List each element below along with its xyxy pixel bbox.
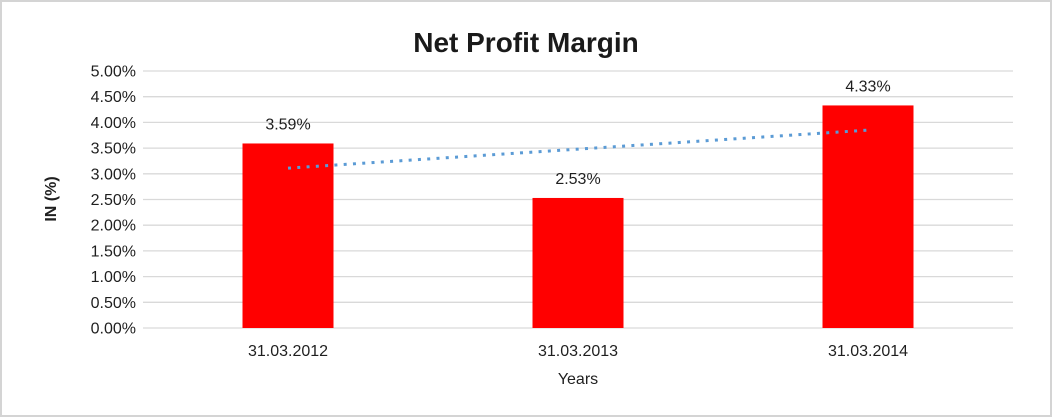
y-tick-label: 0.00%	[91, 321, 136, 338]
chart-bar	[822, 105, 914, 328]
y-tick-label: 3.00%	[91, 166, 136, 183]
x-tick-label: 31.03.2012	[248, 343, 328, 360]
y-tick-label: 1.00%	[91, 269, 136, 286]
bars-group	[242, 105, 914, 328]
data-labels-group: 3.59% 2.53% 4.33%	[265, 78, 890, 188]
chart-bar	[242, 143, 334, 328]
chart-bar	[532, 197, 624, 328]
bar-data-label: 3.59%	[265, 116, 310, 133]
y-tick-label: 4.00%	[91, 115, 136, 132]
y-tick-label: 2.00%	[91, 218, 136, 235]
x-tick-label: 31.03.2013	[538, 343, 618, 360]
y-tick-label: 2.50%	[91, 192, 136, 209]
axis-ticks-group: 0.00% 0.50% 1.00% 1.50% 2.00% 2.50% 3.00% 3.50%…	[91, 64, 909, 361]
y-tick-label: 0.50%	[91, 295, 136, 312]
bar-data-label: 2.53%	[555, 171, 600, 188]
trendline	[287, 128, 869, 170]
y-tick-label: 1.50%	[91, 243, 136, 260]
chart-title: Net Profit Margin	[413, 27, 639, 58]
trendline-group	[287, 128, 869, 170]
bar-data-label: 4.33%	[845, 78, 890, 95]
x-axis-title: Years	[558, 371, 598, 388]
y-tick-label: 5.00%	[91, 64, 136, 81]
y-tick-label: 3.50%	[91, 141, 136, 158]
x-tick-label: 31.03.2014	[828, 343, 908, 360]
y-tick-label: 4.50%	[91, 89, 136, 106]
y-axis-title: IN (%)	[43, 176, 60, 221]
